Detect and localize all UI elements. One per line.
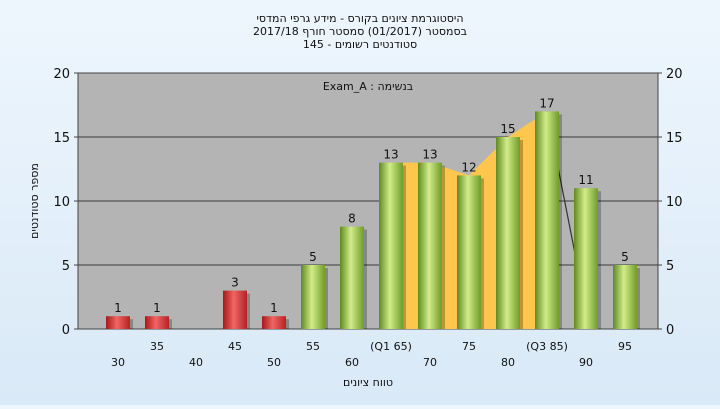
x-tick-label-1: 35 [150, 340, 164, 353]
bar-6 [340, 226, 364, 329]
bar-4 [262, 316, 286, 329]
x-tick-label-5: 55 [306, 340, 320, 353]
data-label-10: 15 [500, 122, 515, 136]
bar-12 [574, 188, 598, 329]
y-tick-right-5: 5 [666, 259, 674, 274]
data-label-11: 17 [539, 96, 554, 110]
bar-8 [418, 162, 442, 329]
x-tick-label-11: (Q3 85) [526, 340, 568, 353]
y-tick-left-15: 15 [53, 131, 70, 146]
x-tick-label-6: 60 [345, 356, 359, 369]
y-tick-right-15: 15 [666, 131, 683, 146]
x-tick-label-10: 80 [501, 356, 515, 369]
y-tick-left-5: 5 [62, 259, 70, 274]
bar-7 [379, 162, 403, 329]
x-tick-label-13: 95 [618, 340, 632, 353]
y-tick-right-20: 20 [666, 67, 683, 82]
data-label-9: 12 [461, 160, 476, 174]
x-tick-label-12: 90 [579, 356, 593, 369]
data-label-5: 5 [309, 250, 317, 264]
data-label-6: 8 [348, 212, 356, 226]
bar-11 [535, 111, 559, 330]
y-tick-right-0: 0 [666, 323, 674, 338]
x-tick-label-2: 40 [189, 356, 203, 369]
x-axis-label: טווח ציונים [343, 376, 393, 389]
x-tick-label-7: (Q1 65) [370, 340, 412, 353]
data-label-0: 1 [114, 301, 122, 315]
bar-13 [613, 265, 637, 329]
bar-10 [496, 137, 520, 329]
chart-title-line-2: בסמסטר (01/2017) סמסטר חורף 2017/18 [253, 25, 467, 38]
data-label-8: 13 [422, 148, 437, 162]
chart-title-line-1: היסטוגרמת ציונים בקורס - מידע גרפי המדסי [256, 12, 463, 25]
bar-3 [223, 290, 247, 329]
x-tick-label-9: 75 [462, 340, 476, 353]
bar-1 [145, 316, 169, 329]
x-tick-label-8: 70 [423, 356, 437, 369]
data-label-4: 1 [270, 301, 278, 315]
x-tick-label-3: 45 [228, 340, 242, 353]
data-label-7: 13 [383, 148, 398, 162]
x-tick-label-4: 50 [267, 356, 281, 369]
data-label-3: 3 [231, 276, 239, 290]
bar-5 [301, 265, 325, 329]
y-tick-left-0: 0 [62, 323, 70, 338]
y-axis-label: מספר סטודנטים [28, 163, 41, 239]
y-tick-left-20: 20 [53, 67, 70, 82]
y-tick-left-10: 10 [53, 195, 70, 210]
bar-0 [106, 316, 130, 329]
data-label-13: 5 [621, 250, 629, 264]
x-tick-label-0: 30 [111, 356, 125, 369]
y-tick-right-10: 10 [666, 195, 683, 210]
chart-annotation: Exam_A : בנשימה [323, 80, 413, 93]
bar-9 [457, 175, 481, 329]
data-label-12: 11 [578, 173, 593, 187]
chart-title-line-3: סטודנטים רשומים - 145 [303, 38, 417, 51]
data-label-1: 1 [153, 301, 161, 315]
